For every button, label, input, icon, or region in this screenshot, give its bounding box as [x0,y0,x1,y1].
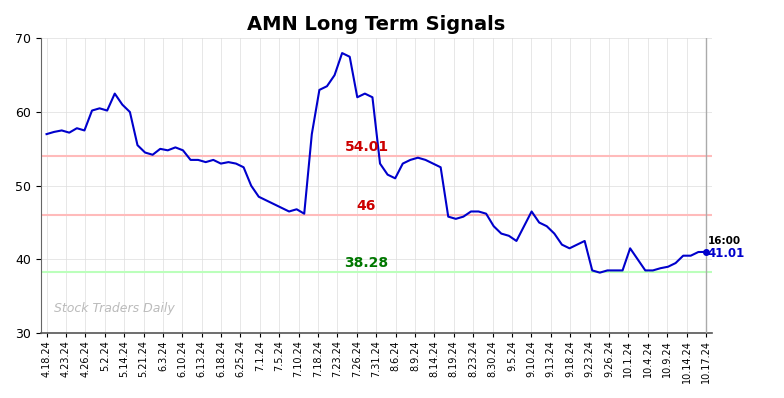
Title: AMN Long Term Signals: AMN Long Term Signals [247,15,506,34]
Text: 54.01: 54.01 [344,140,389,154]
Text: 16:00: 16:00 [708,236,741,246]
Text: Stock Traders Daily: Stock Traders Daily [54,302,175,315]
Text: 38.28: 38.28 [344,256,389,270]
Text: 41.01: 41.01 [708,247,745,260]
Text: 46: 46 [357,199,376,213]
